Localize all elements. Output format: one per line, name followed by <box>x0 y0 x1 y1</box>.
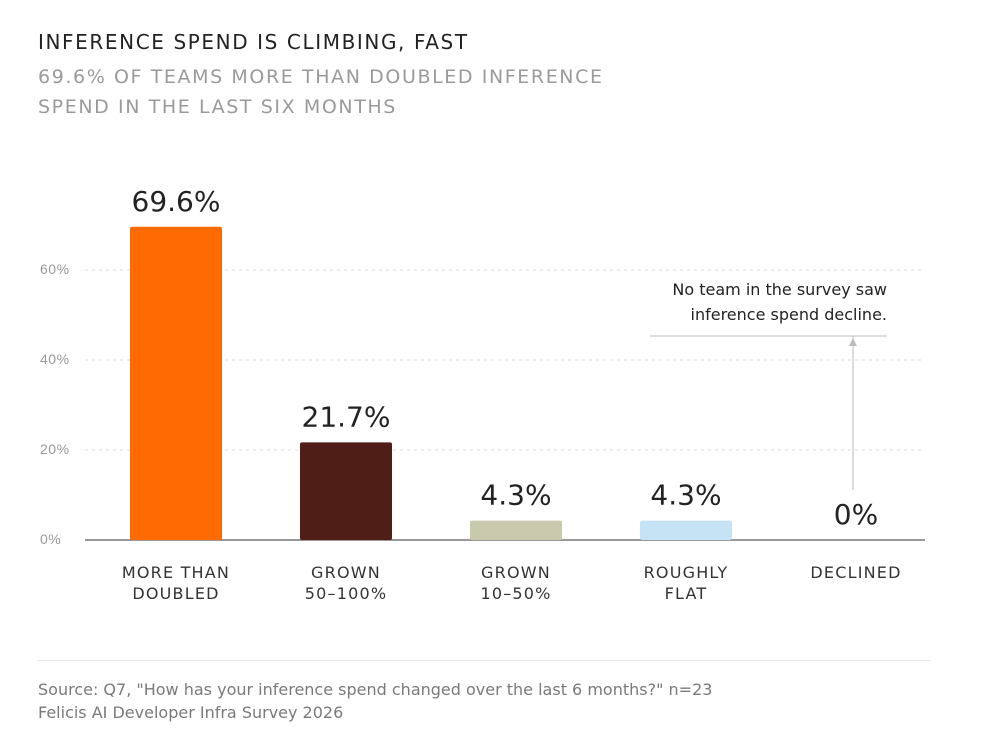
category-label: 10–50% <box>480 584 551 603</box>
value-label: 0% <box>834 498 878 531</box>
footer-divider <box>38 660 930 661</box>
category-label: MORE THAN <box>122 563 230 582</box>
bar-chart: 0% 20% 40% 60% 69.6% 21.7% 4.3% 4.3% 0% MORE TH… <box>40 185 925 603</box>
category-label: FLAT <box>665 584 708 603</box>
category-label: DOUBLED <box>132 584 219 603</box>
category-label: GROWN <box>311 563 381 582</box>
annotation-text: No team in the survey saw <box>672 280 887 299</box>
annotation: No team in the survey saw inference spend… <box>650 280 887 490</box>
category-label: ROUGHLY <box>644 563 729 582</box>
y-tick-label: 40% <box>40 351 70 367</box>
annotation-text: inference spend decline. <box>691 305 887 324</box>
gridlines: 0% 20% 40% 60% <box>40 261 925 547</box>
value-label: 21.7% <box>302 400 391 433</box>
bar <box>300 442 392 540</box>
bar <box>130 226 222 541</box>
value-label: 4.3% <box>650 479 721 512</box>
bars <box>130 226 732 541</box>
chart-subtitle: 69.6% OF TEAMS MORE THAN DOUBLED INFEREN… <box>38 66 604 118</box>
y-tick-label: 20% <box>40 441 70 457</box>
bar <box>470 520 562 540</box>
source-note: Source: Q7, "How has your inference spen… <box>38 678 712 724</box>
category-label: GROWN <box>481 563 551 582</box>
annotation-arrow <box>849 338 857 346</box>
source-line-1: Source: Q7, "How has your inference spen… <box>38 680 713 699</box>
source-line-2: Felicis AI Developer Infra Survey 2026 <box>38 703 344 722</box>
category-label: 50–100% <box>305 584 388 603</box>
category-labels: MORE THAN DOUBLED GROWN 50–100% GROWN 10–50% R… <box>122 563 901 603</box>
value-label: 69.6% <box>132 185 221 218</box>
y-tick-label: 0% <box>40 531 61 547</box>
category-label: DECLINED <box>810 563 901 582</box>
y-tick-label: 60% <box>40 261 70 277</box>
value-label: 4.3% <box>480 479 551 512</box>
bar <box>640 520 732 540</box>
chart-title: INFERENCE SPEND IS CLIMBING, FAST <box>38 30 469 54</box>
value-labels: 69.6% 21.7% 4.3% 4.3% 0% <box>132 185 879 531</box>
